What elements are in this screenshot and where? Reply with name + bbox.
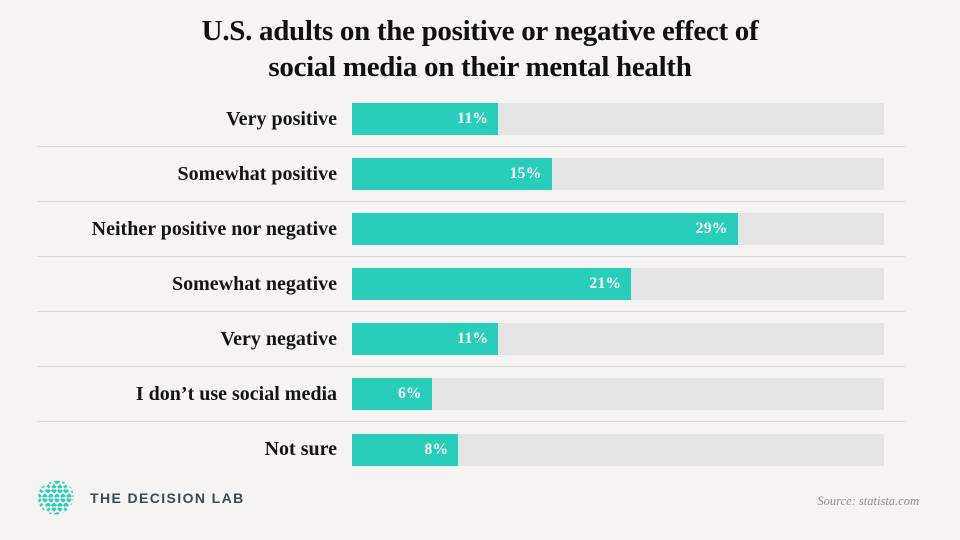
bar-fill: 8% <box>352 433 459 466</box>
chart-row: Somewhat positive 15% <box>37 147 905 202</box>
bar-fill: 11% <box>352 323 499 355</box>
chart-row: Very negative 11% <box>37 312 905 367</box>
chart-row: Somewhat negative 21% <box>37 257 905 312</box>
category-label: Not sure <box>264 438 337 460</box>
brain-weave-icon <box>36 480 76 516</box>
bar-chart: Very positive 11% Somewhat positive 15% … <box>37 92 905 477</box>
brand-name: THE DECISION LAB <box>90 490 245 506</box>
value-label: 21% <box>589 275 622 292</box>
source-attribution: Source: statista.com <box>817 494 919 508</box>
category-label: Neither positive nor negative <box>91 217 337 240</box>
category-label: Somewhat positive <box>177 162 337 185</box>
bar-track: 29% <box>352 213 884 245</box>
value-label: 11% <box>457 330 489 347</box>
bar-track: 15% <box>352 158 884 190</box>
category-label: Very negative <box>220 327 337 350</box>
value-label: 8% <box>424 440 449 458</box>
chart-row: Neither positive nor negative 29% <box>37 202 905 257</box>
value-label: 11% <box>457 110 489 127</box>
category-label: Very positive <box>226 107 337 130</box>
chart-title-line2: social media on their mental health <box>268 51 692 83</box>
bar-fill: 21% <box>352 268 632 300</box>
bar-fill: 15% <box>352 158 552 190</box>
bar-track: 21% <box>352 268 884 300</box>
value-label: 29% <box>695 220 728 237</box>
chart-title: U.S. adults on the positive or negative … <box>0 13 960 85</box>
bar-fill: 6% <box>352 378 432 410</box>
chart-row: I don’t use social media 6% <box>37 367 905 422</box>
value-label: 6% <box>397 385 422 402</box>
value-label: 15% <box>509 165 542 182</box>
bar-track: 11% <box>352 103 884 135</box>
chart-row: Not sure 8% <box>37 422 905 477</box>
chart-title-line1: U.S. adults on the positive or negative … <box>201 15 759 47</box>
category-label: Somewhat negative <box>172 272 337 295</box>
bar-fill: 29% <box>352 213 738 245</box>
brand-lockup: THE DECISION LAB <box>36 480 245 516</box>
bar-track: 11% <box>352 323 884 355</box>
bar-track: 6% <box>352 378 884 410</box>
chart-row: Very positive 11% <box>37 92 905 147</box>
bar-fill: 11% <box>352 103 499 135</box>
category-label: I don’t use social media <box>135 382 337 405</box>
bar-track: 8% <box>352 433 884 466</box>
